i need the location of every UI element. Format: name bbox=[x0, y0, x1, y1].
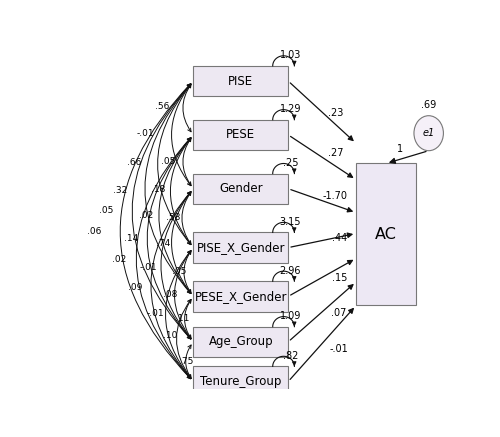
Text: 1.09: 1.09 bbox=[280, 311, 301, 321]
FancyBboxPatch shape bbox=[194, 327, 288, 357]
Text: .58: .58 bbox=[166, 213, 180, 222]
Text: .44: .44 bbox=[332, 233, 347, 243]
Text: .10: .10 bbox=[163, 331, 178, 340]
Text: .25: .25 bbox=[282, 158, 298, 168]
Text: .18: .18 bbox=[151, 185, 166, 194]
Text: PESE_X_Gender: PESE_X_Gender bbox=[194, 290, 287, 303]
Text: .56: .56 bbox=[156, 102, 170, 111]
Text: .06: .06 bbox=[87, 227, 102, 236]
Text: .11: .11 bbox=[174, 315, 189, 323]
FancyBboxPatch shape bbox=[194, 173, 288, 204]
Text: AC: AC bbox=[375, 227, 397, 242]
Text: .09: .09 bbox=[128, 284, 142, 292]
FancyBboxPatch shape bbox=[194, 366, 288, 397]
Text: .66: .66 bbox=[127, 158, 142, 167]
Text: -.01: -.01 bbox=[146, 309, 164, 318]
FancyBboxPatch shape bbox=[194, 66, 288, 96]
Text: .07: .07 bbox=[331, 308, 346, 318]
Text: .82: .82 bbox=[282, 350, 298, 361]
FancyBboxPatch shape bbox=[356, 163, 416, 305]
Text: .02: .02 bbox=[138, 211, 153, 220]
Text: -1.70: -1.70 bbox=[323, 191, 348, 201]
Text: .32: .32 bbox=[114, 186, 128, 195]
Text: 1.03: 1.03 bbox=[280, 50, 301, 60]
Text: .14: .14 bbox=[124, 234, 138, 243]
Text: 1: 1 bbox=[398, 144, 404, 154]
FancyBboxPatch shape bbox=[194, 120, 288, 150]
Text: Tenure_Group: Tenure_Group bbox=[200, 375, 281, 388]
Text: .75: .75 bbox=[178, 357, 193, 365]
Ellipse shape bbox=[414, 116, 444, 151]
Text: PISE: PISE bbox=[228, 75, 254, 87]
Text: 1.29: 1.29 bbox=[280, 104, 301, 114]
Text: .05: .05 bbox=[98, 206, 113, 215]
Text: -.01: -.01 bbox=[140, 264, 158, 272]
Text: .69: .69 bbox=[421, 100, 436, 110]
Text: .74: .74 bbox=[156, 239, 170, 248]
Text: .08: .08 bbox=[163, 290, 178, 299]
Text: .05: .05 bbox=[172, 267, 186, 276]
FancyBboxPatch shape bbox=[194, 232, 288, 263]
Text: Age_Group: Age_Group bbox=[208, 335, 273, 348]
Text: PESE: PESE bbox=[226, 128, 256, 142]
Text: .27: .27 bbox=[328, 149, 344, 158]
FancyBboxPatch shape bbox=[194, 281, 288, 312]
Text: .15: .15 bbox=[332, 273, 347, 283]
Text: -.01: -.01 bbox=[137, 129, 154, 138]
Text: 3.15: 3.15 bbox=[280, 217, 301, 227]
Text: 2.96: 2.96 bbox=[280, 266, 301, 276]
Text: -.01: -.01 bbox=[330, 344, 348, 354]
Text: .05: .05 bbox=[160, 156, 175, 166]
Text: Gender: Gender bbox=[219, 182, 262, 195]
Text: PISE_X_Gender: PISE_X_Gender bbox=[196, 241, 285, 254]
Text: e1: e1 bbox=[422, 128, 435, 138]
Text: .23: .23 bbox=[328, 108, 344, 118]
Text: .02: .02 bbox=[112, 255, 126, 264]
